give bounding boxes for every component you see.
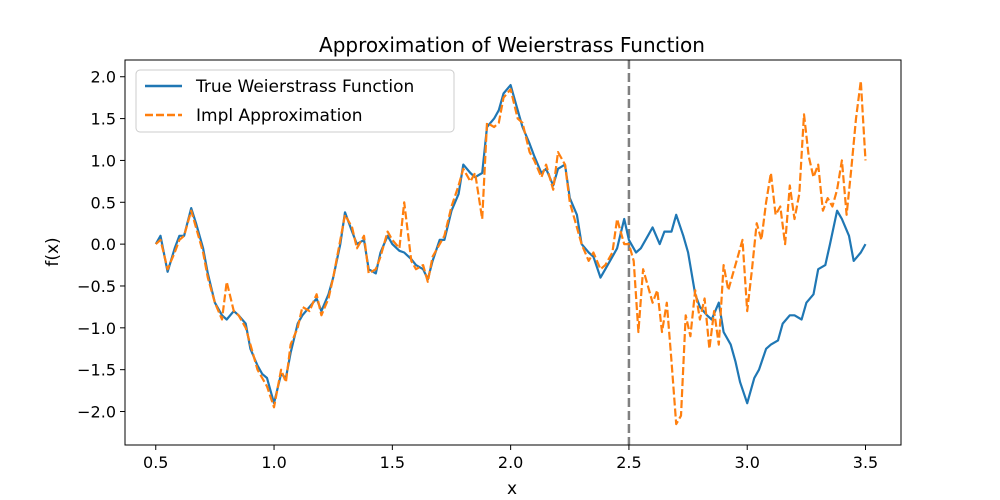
x-tick-label: 0.5 [143, 453, 168, 472]
y-tick-label: −2.0 [77, 403, 116, 422]
y-tick-label: 1.0 [91, 151, 116, 170]
x-tick-label: 1.0 [261, 453, 286, 472]
y-tick-label: −1.0 [77, 319, 116, 338]
y-tick-label: 0.5 [91, 193, 116, 212]
y-tick-label: −1.5 [77, 361, 116, 380]
x-tick-label: 3.0 [734, 453, 759, 472]
x-tick-label: 2.0 [498, 453, 523, 472]
x-tick-label: 2.5 [616, 453, 641, 472]
legend-label: Impl Approximation [196, 106, 363, 126]
legend: True Weierstrass Function Impl Approximat… [136, 70, 454, 132]
legend-label: True Weierstrass Function [195, 77, 414, 97]
chart-title: Approximation of Weierstrass Function [319, 33, 705, 57]
x-tick-label: 1.5 [380, 453, 405, 472]
y-axis-label: f(x) [43, 237, 63, 266]
y-tick-label: 0.0 [91, 235, 116, 254]
y-tick-label: 2.0 [91, 68, 116, 87]
x-tick-label: 3.5 [853, 453, 878, 472]
x-axis-label: x [507, 479, 517, 499]
y-tick-label: 1.5 [91, 110, 116, 129]
y-tick-label: −0.5 [77, 277, 116, 296]
